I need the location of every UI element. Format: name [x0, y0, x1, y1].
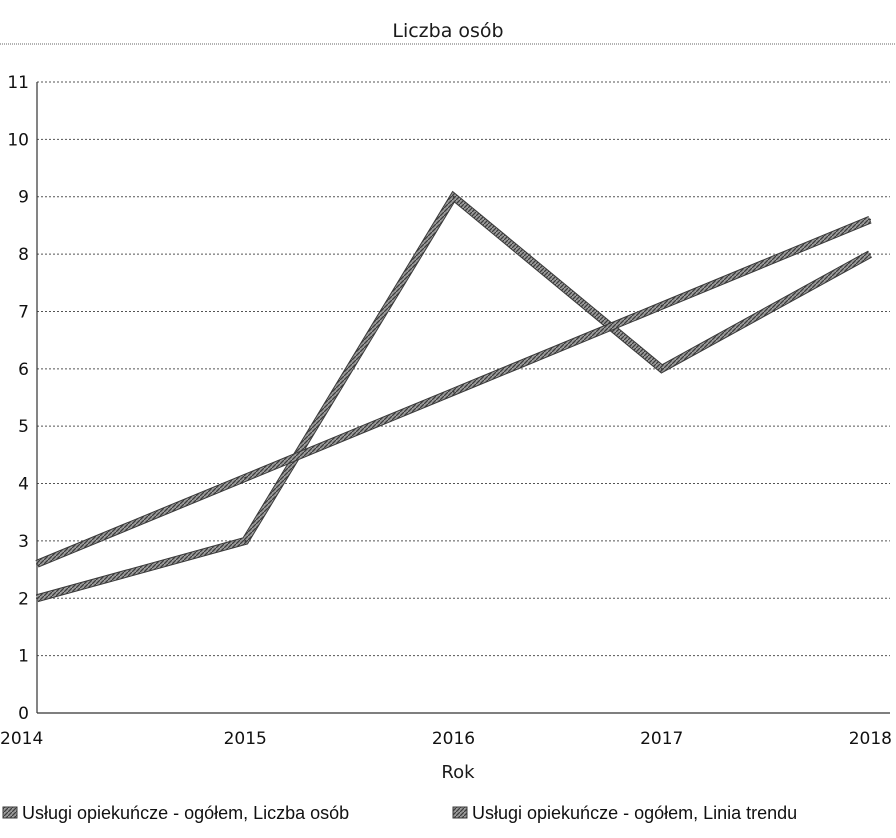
data-point	[660, 367, 663, 370]
x-tick-label: 2016	[432, 729, 475, 749]
series-layer	[35, 190, 872, 603]
data-point	[244, 476, 247, 479]
y-tick-label: 7	[18, 302, 29, 322]
legend-item: Usługi opiekuńcze - ogółem, Liczba osób	[2, 803, 349, 823]
data-point	[660, 304, 663, 307]
legend: Usługi opiekuńcze - ogółem, Liczba osób U…	[2, 803, 797, 823]
x-axis-title: Rok	[441, 762, 475, 783]
y-tick-label: 1	[18, 647, 29, 667]
x-tick-label: 2018	[849, 729, 892, 749]
tick-labels: 0 1 2 3 4 5 6 7 8 9 10 11 2014 2015 2016 2017 2018	[0, 73, 892, 749]
y-tick-label: 8	[18, 245, 29, 265]
series-line-outline	[35, 190, 872, 603]
y-tick-label: 2	[18, 589, 29, 609]
y-tick-label: 0	[18, 704, 29, 724]
y-tick-label: 5	[18, 417, 29, 437]
data-point	[452, 195, 455, 198]
chart-title: Liczba osób	[392, 20, 503, 42]
x-tick-label: 2015	[224, 729, 267, 749]
legend-label: Usługi opiekuńcze - ogółem, Liczba osób	[22, 803, 349, 823]
grid	[37, 81, 890, 657]
series-line	[36, 192, 872, 602]
data-point	[869, 253, 871, 256]
axes	[36, 82, 890, 714]
y-tick-label: 9	[18, 188, 29, 208]
x-tick-label: 2014	[0, 729, 43, 749]
data-point	[869, 218, 871, 221]
x-tick-label: 2017	[640, 729, 683, 749]
data-point	[452, 390, 455, 393]
legend-swatch	[2, 806, 18, 819]
legend-label: Usługi opiekuńcze - ogółem, Linia trendu	[472, 803, 797, 823]
y-tick-label: 10	[7, 130, 29, 150]
y-tick-label: 4	[18, 475, 29, 495]
legend-item: Usługi opiekuńcze - ogółem, Linia trendu	[452, 803, 797, 823]
y-tick-label: 6	[18, 360, 29, 380]
y-tick-label: 11	[7, 73, 29, 93]
legend-swatch	[452, 806, 468, 819]
series-2	[35, 215, 872, 568]
series-1	[35, 190, 872, 603]
data-point	[36, 562, 38, 565]
y-tick-label: 3	[18, 532, 29, 552]
data-point	[244, 539, 247, 542]
data-point	[36, 597, 38, 600]
